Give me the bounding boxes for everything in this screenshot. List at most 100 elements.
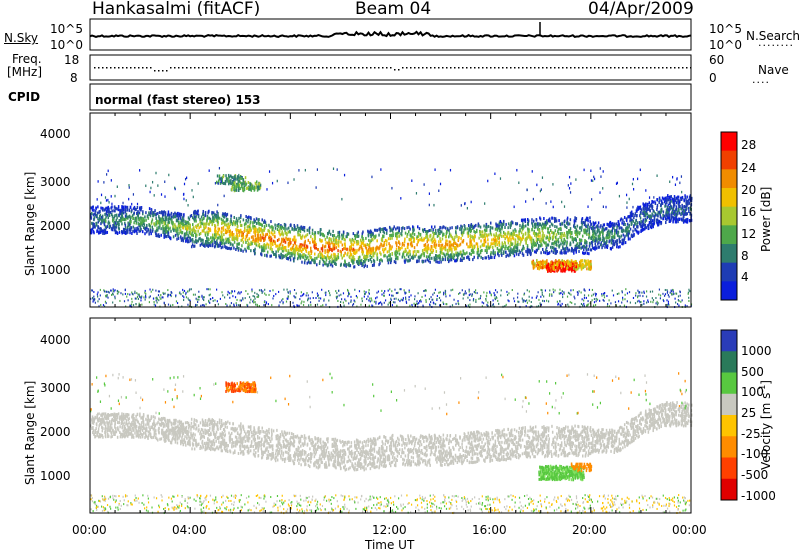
power-noise-point (538, 298, 540, 301)
power-point (149, 211, 152, 215)
power-point (116, 231, 119, 235)
power-noise-point (645, 295, 648, 298)
power-point (281, 246, 284, 250)
power-point (602, 244, 604, 248)
power-noise-point (188, 298, 190, 301)
power-noise-point (492, 304, 494, 307)
power-point (446, 239, 448, 243)
power-point (330, 263, 332, 267)
power-noise-point (336, 297, 338, 300)
power-point (260, 238, 262, 242)
power-point (620, 226, 622, 230)
power-point (217, 229, 220, 233)
power-point (498, 243, 501, 247)
power-noise-point (516, 296, 519, 299)
power-point (378, 233, 380, 237)
power-noise-point (264, 292, 266, 295)
power-point (168, 221, 171, 225)
power-point (531, 228, 533, 232)
freq-dot (118, 67, 120, 69)
power-point (402, 250, 405, 254)
power-noise-point (511, 289, 513, 292)
power-point (625, 233, 628, 237)
power-noise-point (469, 299, 471, 302)
power-point (210, 236, 212, 240)
power-point (115, 213, 118, 217)
power-point (305, 255, 307, 259)
power-point (668, 216, 671, 220)
power-point (594, 226, 596, 230)
power-point (95, 206, 97, 210)
power-noise-point (299, 298, 301, 301)
power-point (590, 226, 593, 230)
power-point (416, 225, 419, 229)
power-noise-point (340, 293, 342, 296)
freq-dot (490, 67, 492, 69)
power-point (386, 250, 389, 254)
power-point (423, 243, 425, 247)
power-noise-point (187, 303, 189, 306)
freq-dot (578, 67, 580, 69)
power-noise-point (251, 288, 253, 291)
power-noise-point (587, 304, 589, 307)
velocity-cbar-tick: -100 (741, 447, 769, 461)
power-point (116, 222, 119, 226)
power-point (524, 218, 526, 222)
cpid-mode-text: normal (fast stereo) 153 (95, 93, 261, 107)
power-point (301, 234, 304, 238)
power-noise-point (425, 299, 427, 302)
power-point (564, 241, 566, 245)
power-noise-point (662, 292, 664, 295)
power-point (439, 237, 441, 241)
power-noise-point (436, 294, 438, 297)
power-point (485, 256, 488, 260)
power-point (548, 233, 551, 237)
power-point (435, 260, 437, 264)
power-point (663, 214, 666, 218)
power-noise-point (411, 303, 413, 306)
velocity-cbar-tick: 25 (741, 406, 757, 420)
power-point (386, 255, 388, 259)
power-point (202, 238, 204, 242)
power-point (151, 225, 154, 229)
power-cbar-tick: 24 (741, 161, 757, 175)
power-point (158, 215, 160, 219)
power-point (169, 213, 171, 217)
power-point (412, 236, 415, 240)
power-noise-point (467, 304, 469, 307)
power-noise-point (103, 305, 106, 308)
power-noise-point (403, 289, 405, 292)
power-noise-point (195, 297, 197, 300)
power-point (373, 251, 375, 255)
freq-dot (318, 67, 320, 69)
power-point (136, 212, 138, 216)
power-noise-point (541, 293, 543, 296)
power-noise-point (285, 300, 288, 303)
power-point (110, 212, 113, 216)
power-point (143, 219, 145, 223)
power-point (342, 230, 345, 234)
power-point (574, 219, 577, 223)
power-point (602, 229, 604, 233)
power-noise-point (666, 303, 668, 306)
power-point (339, 263, 342, 267)
power-point (390, 234, 393, 238)
power-noise-point (431, 298, 433, 301)
power-point (509, 244, 511, 248)
power-point (677, 207, 680, 211)
power-point (456, 226, 459, 230)
power-noise-point (269, 289, 271, 292)
power-noise-point (667, 302, 670, 305)
power-point (218, 216, 221, 220)
power-noise-point (508, 300, 510, 303)
power-point (541, 234, 544, 238)
power-point (650, 220, 652, 224)
power-point (595, 237, 597, 241)
freq-dot (650, 67, 652, 69)
power-noise-point (419, 299, 422, 302)
power-point (545, 248, 547, 252)
nave-legend: .... (752, 73, 770, 86)
power-point (166, 213, 169, 217)
power-point (686, 217, 689, 221)
power-point (667, 208, 669, 212)
